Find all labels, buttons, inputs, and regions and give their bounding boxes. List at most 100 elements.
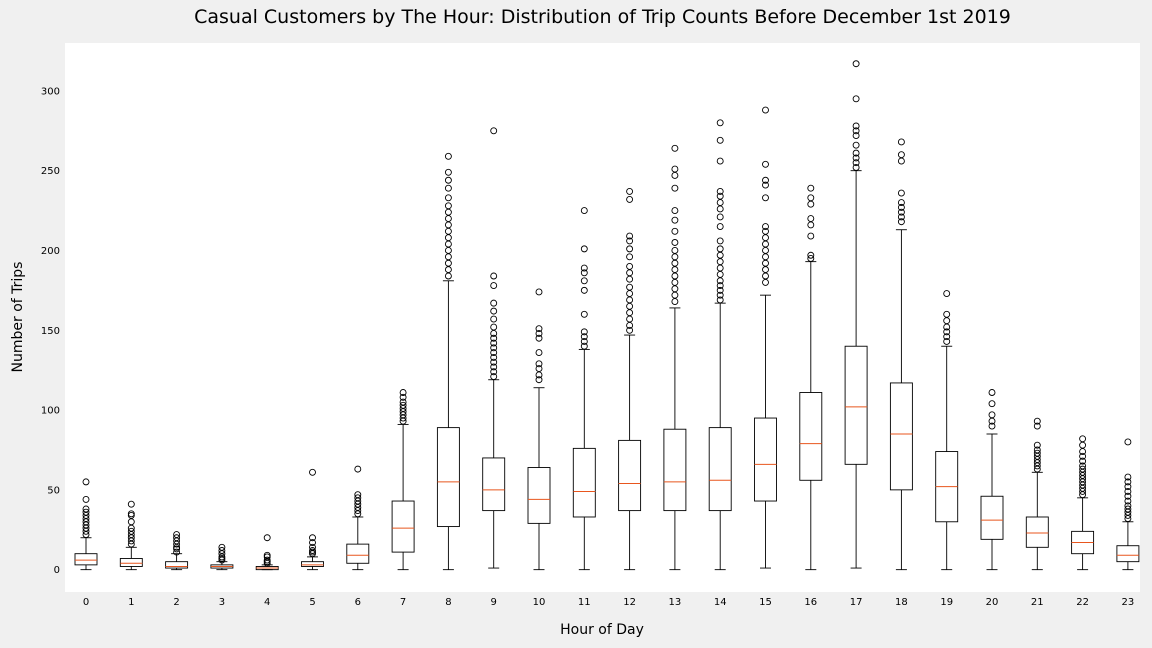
outlier-point <box>716 136 724 144</box>
outlier-point <box>82 505 90 513</box>
x-tick-label: 16 <box>804 597 817 608</box>
outlier-point <box>626 262 634 270</box>
box-hour-7 <box>391 389 415 571</box>
outlier-point <box>173 531 181 538</box>
iqr-box <box>482 457 506 512</box>
x-tick-label: 8 <box>445 597 451 608</box>
outlier-point <box>1033 446 1041 454</box>
x-tick-label: 0 <box>83 597 89 608</box>
outlier-point <box>762 227 769 235</box>
outlier-point <box>490 307 498 315</box>
iqr-box <box>980 495 1004 540</box>
box-hour-2 <box>165 531 189 571</box>
box-hour-14 <box>708 119 732 571</box>
outlier-point <box>897 199 905 207</box>
outlier-point <box>218 543 226 551</box>
outlier-point <box>1124 488 1132 495</box>
box-hour-12 <box>618 187 642 571</box>
outlier-point <box>1124 473 1132 481</box>
outlier-point <box>1124 497 1132 505</box>
x-tick-label: 18 <box>895 597 908 608</box>
outlier-point <box>490 299 498 307</box>
outlier-point <box>399 393 407 401</box>
x-axis-label: Hour of Day <box>560 622 644 638</box>
outlier-point <box>580 207 588 215</box>
outlier-point <box>1124 492 1132 500</box>
chart-title: Casual Customers by The Hour: Distributi… <box>194 6 1011 28</box>
outlier-point <box>626 253 634 261</box>
y-tick-label: 100 <box>41 406 60 417</box>
outlier-point <box>490 358 498 366</box>
outlier-point <box>580 245 588 253</box>
outlier-point <box>127 527 135 535</box>
outlier-point <box>535 360 543 368</box>
outlier-point <box>852 149 860 157</box>
outlier-point <box>716 245 724 253</box>
outlier-point <box>490 373 498 380</box>
outlier-point <box>354 491 362 499</box>
outlier-point <box>897 218 905 226</box>
outlier-point <box>444 184 452 192</box>
outlier-point <box>897 203 905 211</box>
outlier-point <box>490 368 498 376</box>
iqr-box <box>799 392 823 481</box>
box-hour-15 <box>754 106 777 569</box>
outlier-point <box>671 247 679 254</box>
box-hour-4 <box>255 534 279 571</box>
outlier-point <box>807 255 815 262</box>
iqr-box <box>74 553 98 566</box>
outlier-point <box>263 551 271 559</box>
x-tick-label: 21 <box>1031 597 1044 608</box>
iqr-box <box>844 345 868 465</box>
outlier-point <box>263 534 271 542</box>
outlier-point <box>490 339 498 347</box>
outlier-point <box>580 342 588 350</box>
outlier-point <box>897 208 905 216</box>
outlier-point <box>127 500 135 508</box>
outlier-point <box>671 184 679 192</box>
outlier-point <box>852 159 860 167</box>
outlier-point <box>626 187 634 195</box>
outlier-point <box>444 202 452 210</box>
outlier-point <box>807 194 815 202</box>
outlier-point <box>490 363 498 371</box>
outlier-point <box>852 132 860 140</box>
outlier-point <box>535 334 543 342</box>
outlier-point <box>535 330 543 337</box>
box-hour-10 <box>527 288 551 571</box>
box-hour-3 <box>210 543 234 571</box>
outlier-point <box>490 353 498 361</box>
outlier-point <box>490 323 498 331</box>
iqr-box <box>301 561 324 567</box>
outlier-point <box>173 548 181 556</box>
outlier-point <box>354 494 362 502</box>
outlier-point <box>943 333 951 341</box>
box-hour-23 <box>1116 438 1140 571</box>
outlier-point <box>444 194 452 202</box>
outlier-point <box>82 478 90 486</box>
outlier-point <box>535 349 543 357</box>
x-tick-label: 5 <box>309 597 315 608</box>
y-tick-label: 0 <box>54 565 60 576</box>
outlier-point <box>897 151 905 159</box>
outlier-point <box>1079 435 1087 443</box>
outlier-point <box>852 141 860 149</box>
x-tick-label: 7 <box>400 597 406 608</box>
outlier-point <box>626 195 634 203</box>
box-hour-0 <box>74 478 98 571</box>
outlier-point <box>716 237 724 245</box>
outlier-point <box>127 510 135 518</box>
x-tick-label: 20 <box>986 597 999 608</box>
outlier-point <box>444 168 452 176</box>
outlier-point <box>716 296 724 304</box>
outlier-point <box>716 119 724 127</box>
outlier-point <box>807 232 815 240</box>
outlier-point <box>82 495 90 503</box>
outlier-point <box>762 160 769 168</box>
iqr-box <box>572 447 596 518</box>
iqr-box <box>346 543 370 564</box>
outlier-point <box>535 288 543 296</box>
box-hour-11 <box>572 207 596 571</box>
outlier-point <box>626 283 634 291</box>
outlier-point <box>1079 462 1087 470</box>
